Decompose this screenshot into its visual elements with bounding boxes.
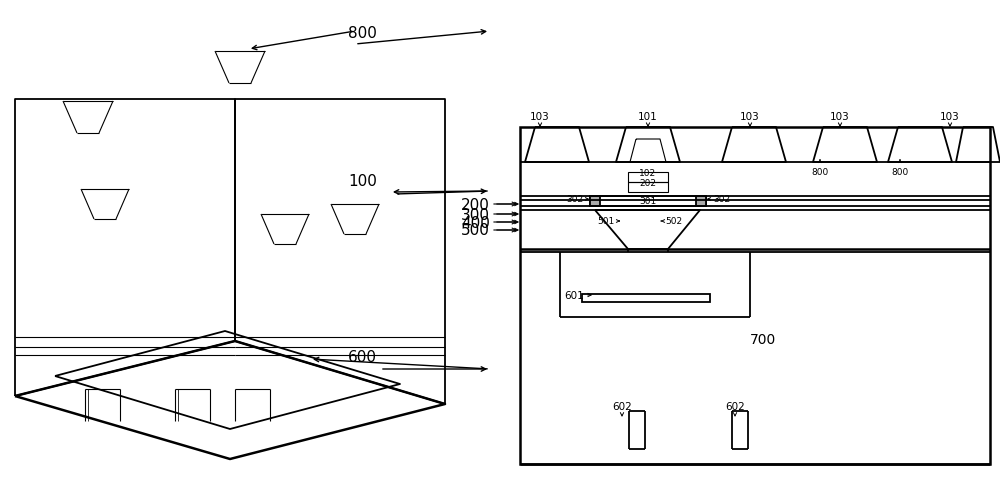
Text: 102: 102 [639,168,657,177]
Text: 602: 602 [725,401,745,411]
Text: 100: 100 [348,174,377,189]
Text: 600: 600 [348,350,377,365]
Bar [520,128,990,464]
Bar [628,173,668,182]
Bar [590,197,706,207]
Bar [696,197,706,207]
Text: 103: 103 [740,112,760,122]
Text: 302: 302 [566,195,583,204]
Text: 800: 800 [348,26,377,41]
Text: 103: 103 [830,112,850,122]
Text: 200: 200 [461,197,490,212]
Text: 101: 101 [638,112,658,122]
Text: 103: 103 [940,112,960,122]
Bar [582,294,710,302]
Text: 501: 501 [598,217,615,226]
Text: 800: 800 [891,167,909,177]
Bar [590,197,600,207]
Text: 500: 500 [461,223,490,238]
Text: 302: 302 [713,195,730,204]
Text: 300: 300 [461,207,490,222]
Text: 601: 601 [564,290,584,301]
Text: 301: 301 [639,197,657,206]
Text: 502: 502 [665,217,682,226]
Text: 400: 400 [461,215,490,230]
Text: 602: 602 [612,401,632,411]
Bar [628,182,668,193]
Text: 103: 103 [530,112,550,122]
Text: 700: 700 [750,333,776,346]
Text: 800: 800 [811,167,829,177]
Text: 202: 202 [640,178,656,187]
